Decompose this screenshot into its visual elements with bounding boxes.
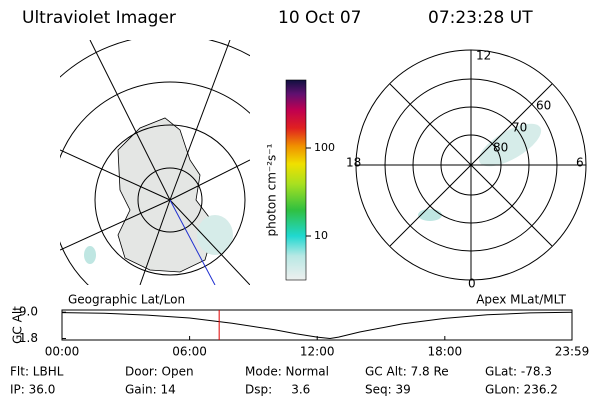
hour-label: 0 xyxy=(468,277,476,291)
lat-label: 60 xyxy=(536,99,551,113)
info-field: Dsp: 3.6 xyxy=(245,383,310,397)
hour-label: 18 xyxy=(346,156,361,170)
info-field: GLat: -78.3 xyxy=(485,365,552,379)
info-field: GC Alt: 7.8 Re xyxy=(365,365,449,379)
colorbar-label: photon cm⁻²s⁻¹ xyxy=(265,143,279,236)
info-field: Seq: 39 xyxy=(365,383,411,397)
hour-label: 6 xyxy=(576,156,584,170)
altitude-line xyxy=(61,311,573,340)
hour-label: 12 xyxy=(476,49,491,63)
y-axis-label: GC Alt xyxy=(11,306,25,344)
time: 07:23:28 UT xyxy=(428,8,533,28)
x-tick-label: 00:00 xyxy=(45,345,80,359)
polar-map xyxy=(355,49,587,281)
colorbar xyxy=(285,79,307,281)
lat-label: 80 xyxy=(493,141,508,155)
y-tick-label: 9.0 xyxy=(19,305,38,319)
x-tick-label: 06:00 xyxy=(172,345,207,359)
info-field: Door: Open xyxy=(125,365,194,379)
info-field: Mode: Normal xyxy=(245,365,329,379)
x-tick-label: 12:00 xyxy=(300,345,335,359)
info-field: IP: 36.0 xyxy=(10,383,55,397)
x-tick-label: 18:00 xyxy=(428,345,463,359)
caption: Geographic Lat/Lon xyxy=(68,293,185,307)
info-field: Flt: LBHL xyxy=(10,365,64,379)
info-field: GLon: 236.2 xyxy=(485,383,558,397)
geo-map xyxy=(60,40,250,285)
colorbar-tick-label: 10 xyxy=(314,229,328,242)
x-tick-label: 23:59 xyxy=(555,345,590,359)
colorbar-tick-label: 100 xyxy=(314,141,335,154)
lat-label: 70 xyxy=(512,121,527,135)
date: 10 Oct 07 xyxy=(278,8,361,28)
y-tick-label: 1.8 xyxy=(19,331,38,345)
title: Ultraviolet Imager xyxy=(22,8,176,28)
info-field: Gain: 14 xyxy=(125,383,176,397)
caption: Apex MLat/MLT xyxy=(476,293,566,307)
